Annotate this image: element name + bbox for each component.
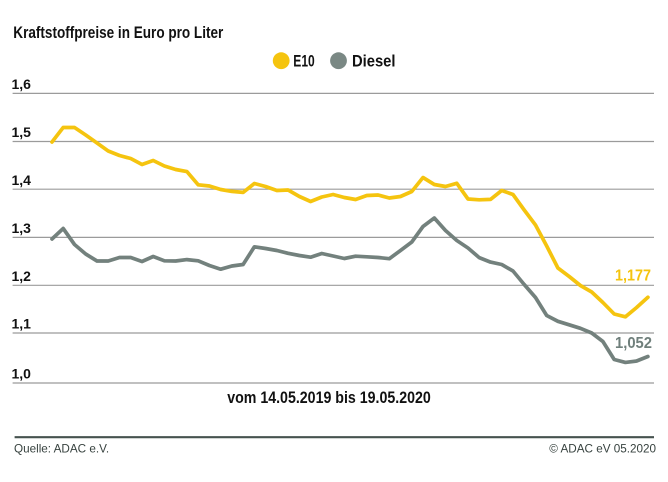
svg-text:Quelle: ADAC e.V.: Quelle: ADAC e.V. bbox=[14, 442, 109, 455]
svg-text:1,4: 1,4 bbox=[12, 172, 32, 188]
svg-text:1,052: 1,052 bbox=[615, 335, 652, 352]
svg-text:1,2: 1,2 bbox=[12, 268, 32, 284]
svg-text:1,6: 1,6 bbox=[12, 76, 32, 92]
svg-text:1,0: 1,0 bbox=[12, 366, 32, 382]
svg-text:E10: E10 bbox=[293, 52, 314, 71]
svg-text:1,177: 1,177 bbox=[615, 268, 651, 285]
svg-text:Kraftstoffpreise in Euro pro L: Kraftstoffpreise in Euro pro Liter bbox=[13, 23, 223, 42]
svg-text:© ADAC eV 05.2020: © ADAC eV 05.2020 bbox=[549, 442, 656, 455]
svg-text:1,1: 1,1 bbox=[12, 316, 32, 332]
svg-text:1,3: 1,3 bbox=[12, 220, 32, 236]
svg-text:vom 14.05.2019 bis 19.05.2020: vom 14.05.2019 bis 19.05.2020 bbox=[227, 389, 431, 407]
svg-text:Diesel: Diesel bbox=[352, 52, 396, 71]
svg-text:1,5: 1,5 bbox=[12, 124, 32, 140]
